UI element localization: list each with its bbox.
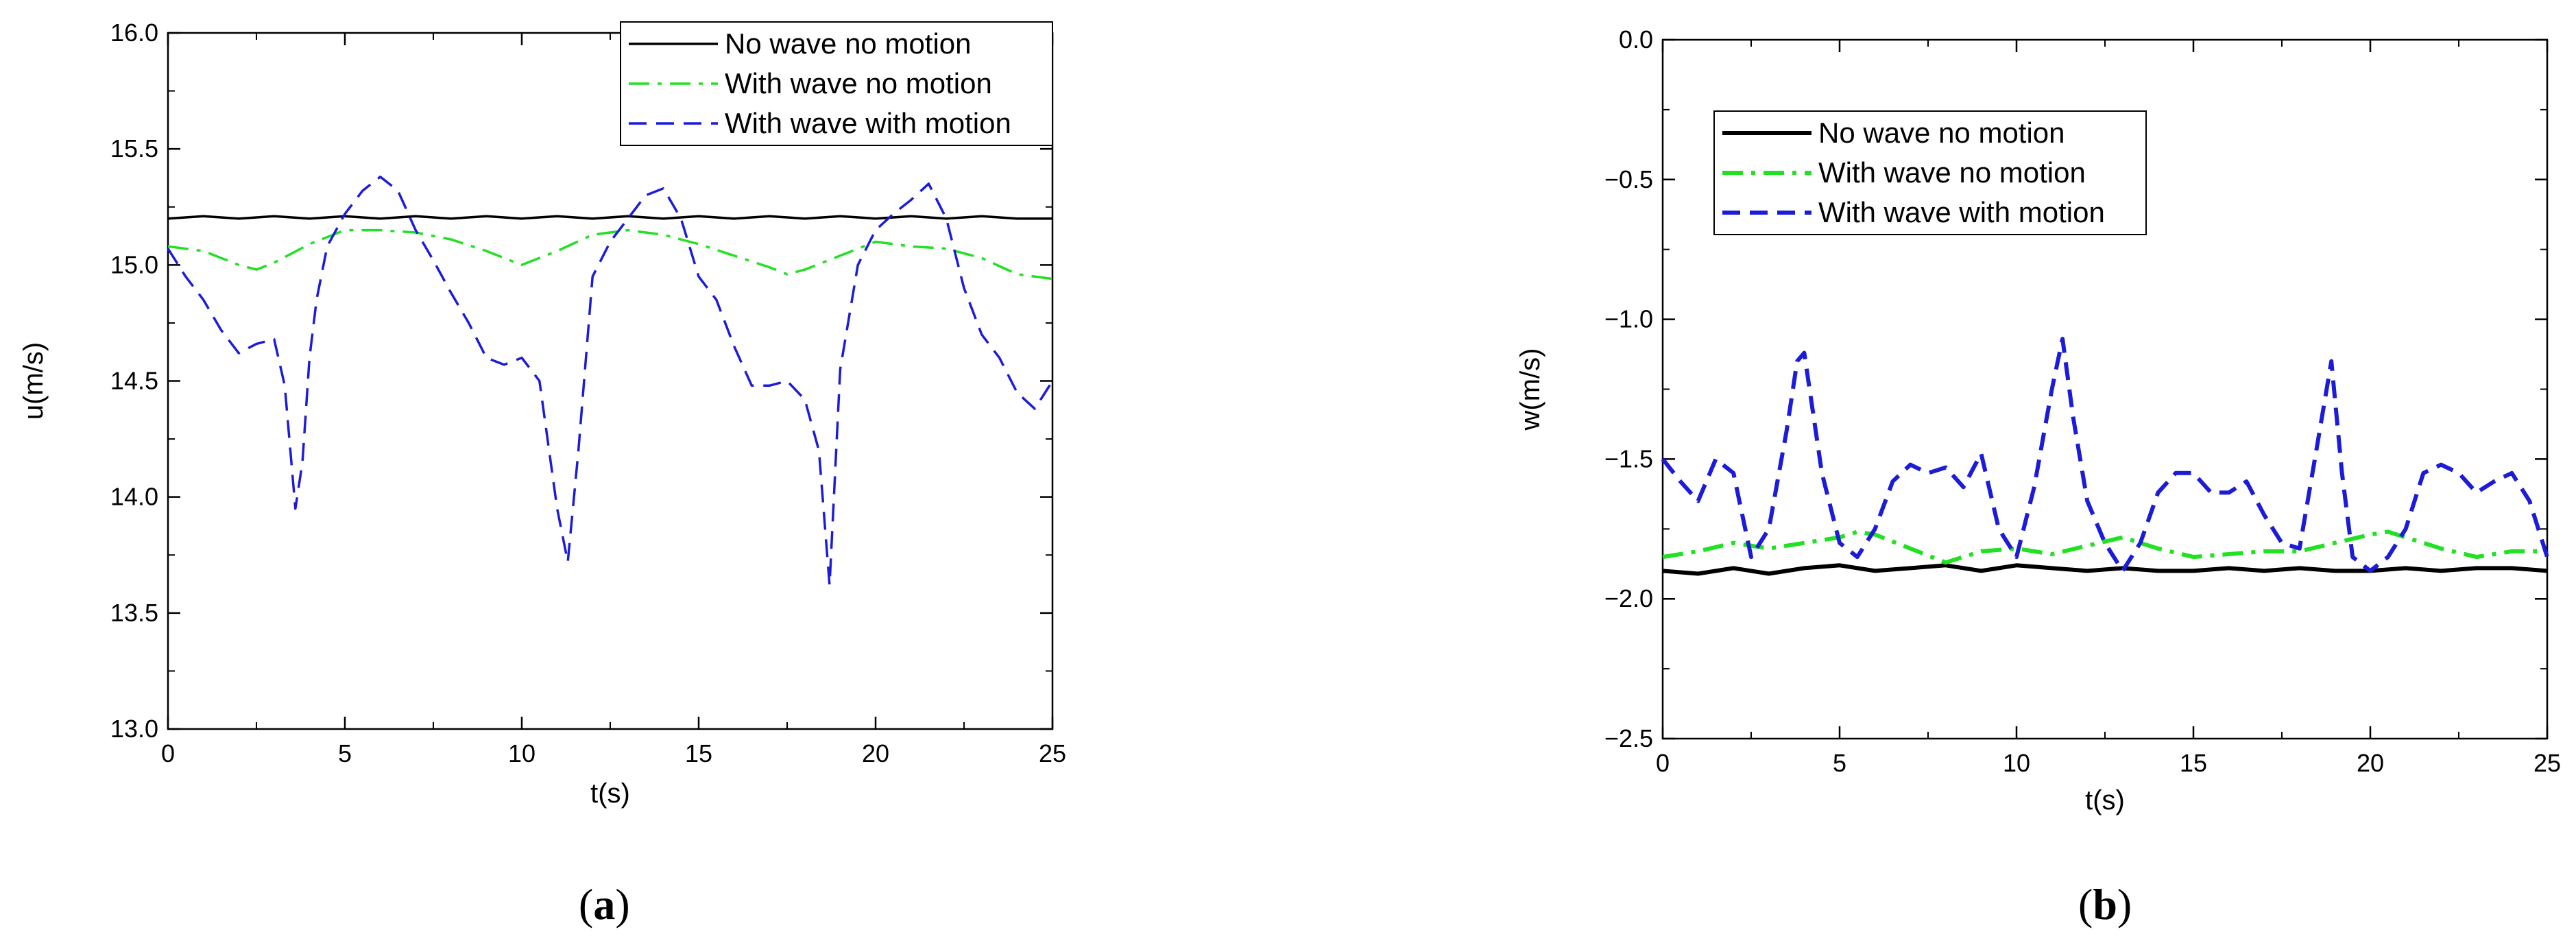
y-axis-title-a: u(m/s): [19, 342, 49, 420]
legend-label-b-1: No wave no motion: [1818, 117, 2065, 149]
x-tick-label-b: 0: [1656, 749, 1670, 777]
legend-label-b-3: With wave with motion: [1818, 196, 2105, 228]
y-tick-label-b: −0.5: [1604, 165, 1653, 193]
series-line-a-1: [167, 215, 1052, 220]
y-tick-label-b: −1.0: [1604, 305, 1653, 333]
x-tick-label-b: 25: [2533, 749, 2561, 777]
series-line-b-1: [1662, 563, 2548, 576]
y-tick-label-b: −1.5: [1604, 444, 1653, 473]
legend-label-b-2: With wave no motion: [1818, 156, 2086, 189]
x-tick-label-b: 15: [2180, 749, 2207, 777]
x-axis-title-a: t(s): [590, 778, 630, 809]
y-tick-label-b: 0.0: [1619, 25, 1653, 53]
x-tick-label-a: 25: [1039, 739, 1066, 767]
y-tick-label-b: −2.0: [1604, 584, 1653, 612]
x-tick-label-a: 15: [685, 739, 712, 767]
y-tick-label-a: 15.5: [110, 134, 158, 163]
y-tick-label-b: −2.5: [1604, 724, 1653, 752]
series-line-b-2: [1662, 529, 2547, 565]
panel-label-a: (a): [579, 880, 630, 929]
legend-box-a: [620, 21, 1053, 146]
x-tick-label-b: 10: [2003, 749, 2030, 777]
series-line-b-3: [1661, 337, 2549, 573]
series-line-a-2: [167, 228, 1053, 280]
y-tick-label-a: 16.0: [110, 19, 158, 47]
y-tick-label-a: 13.5: [110, 599, 158, 627]
x-tick-label-a: 10: [508, 739, 535, 767]
chart-panel-b: 0 5 10 15 20 25 −2.5 −2.0 −1.5 −1.0 −0.5 0.0 t(s) w(m…: [1515, 25, 2561, 929]
series-line-a-3: [167, 176, 1054, 586]
x-axis-title-b: t(s): [2085, 785, 2125, 815]
panel-label-b: (b): [2078, 880, 2132, 929]
legend-label-a-3: With wave with motion: [725, 107, 1011, 139]
x-tick-label-b: 5: [1833, 749, 1846, 777]
x-tick-label-a: 5: [338, 739, 352, 767]
y-axis-title-b: w(m/s): [1515, 348, 1545, 431]
legend-label-a-2: With wave no motion: [725, 67, 992, 99]
x-tick-label-b: 20: [2357, 749, 2384, 777]
y-tick-label-a: 14.5: [110, 367, 158, 395]
legend-label-a-1: No wave no motion: [725, 27, 972, 60]
y-tick-label-a: 14.0: [110, 483, 158, 511]
x-tick-label-a: 20: [862, 739, 889, 767]
chart-panel-a: 0 5 10 15 20 25 13.0 13.5 14.0 14.5 15.0 15.5 16.0 t(…: [19, 19, 1066, 929]
y-tick-label-a: 13.0: [110, 715, 158, 743]
y-tick-label-a: 15.0: [110, 250, 158, 278]
x-tick-label-a: 0: [161, 739, 175, 767]
